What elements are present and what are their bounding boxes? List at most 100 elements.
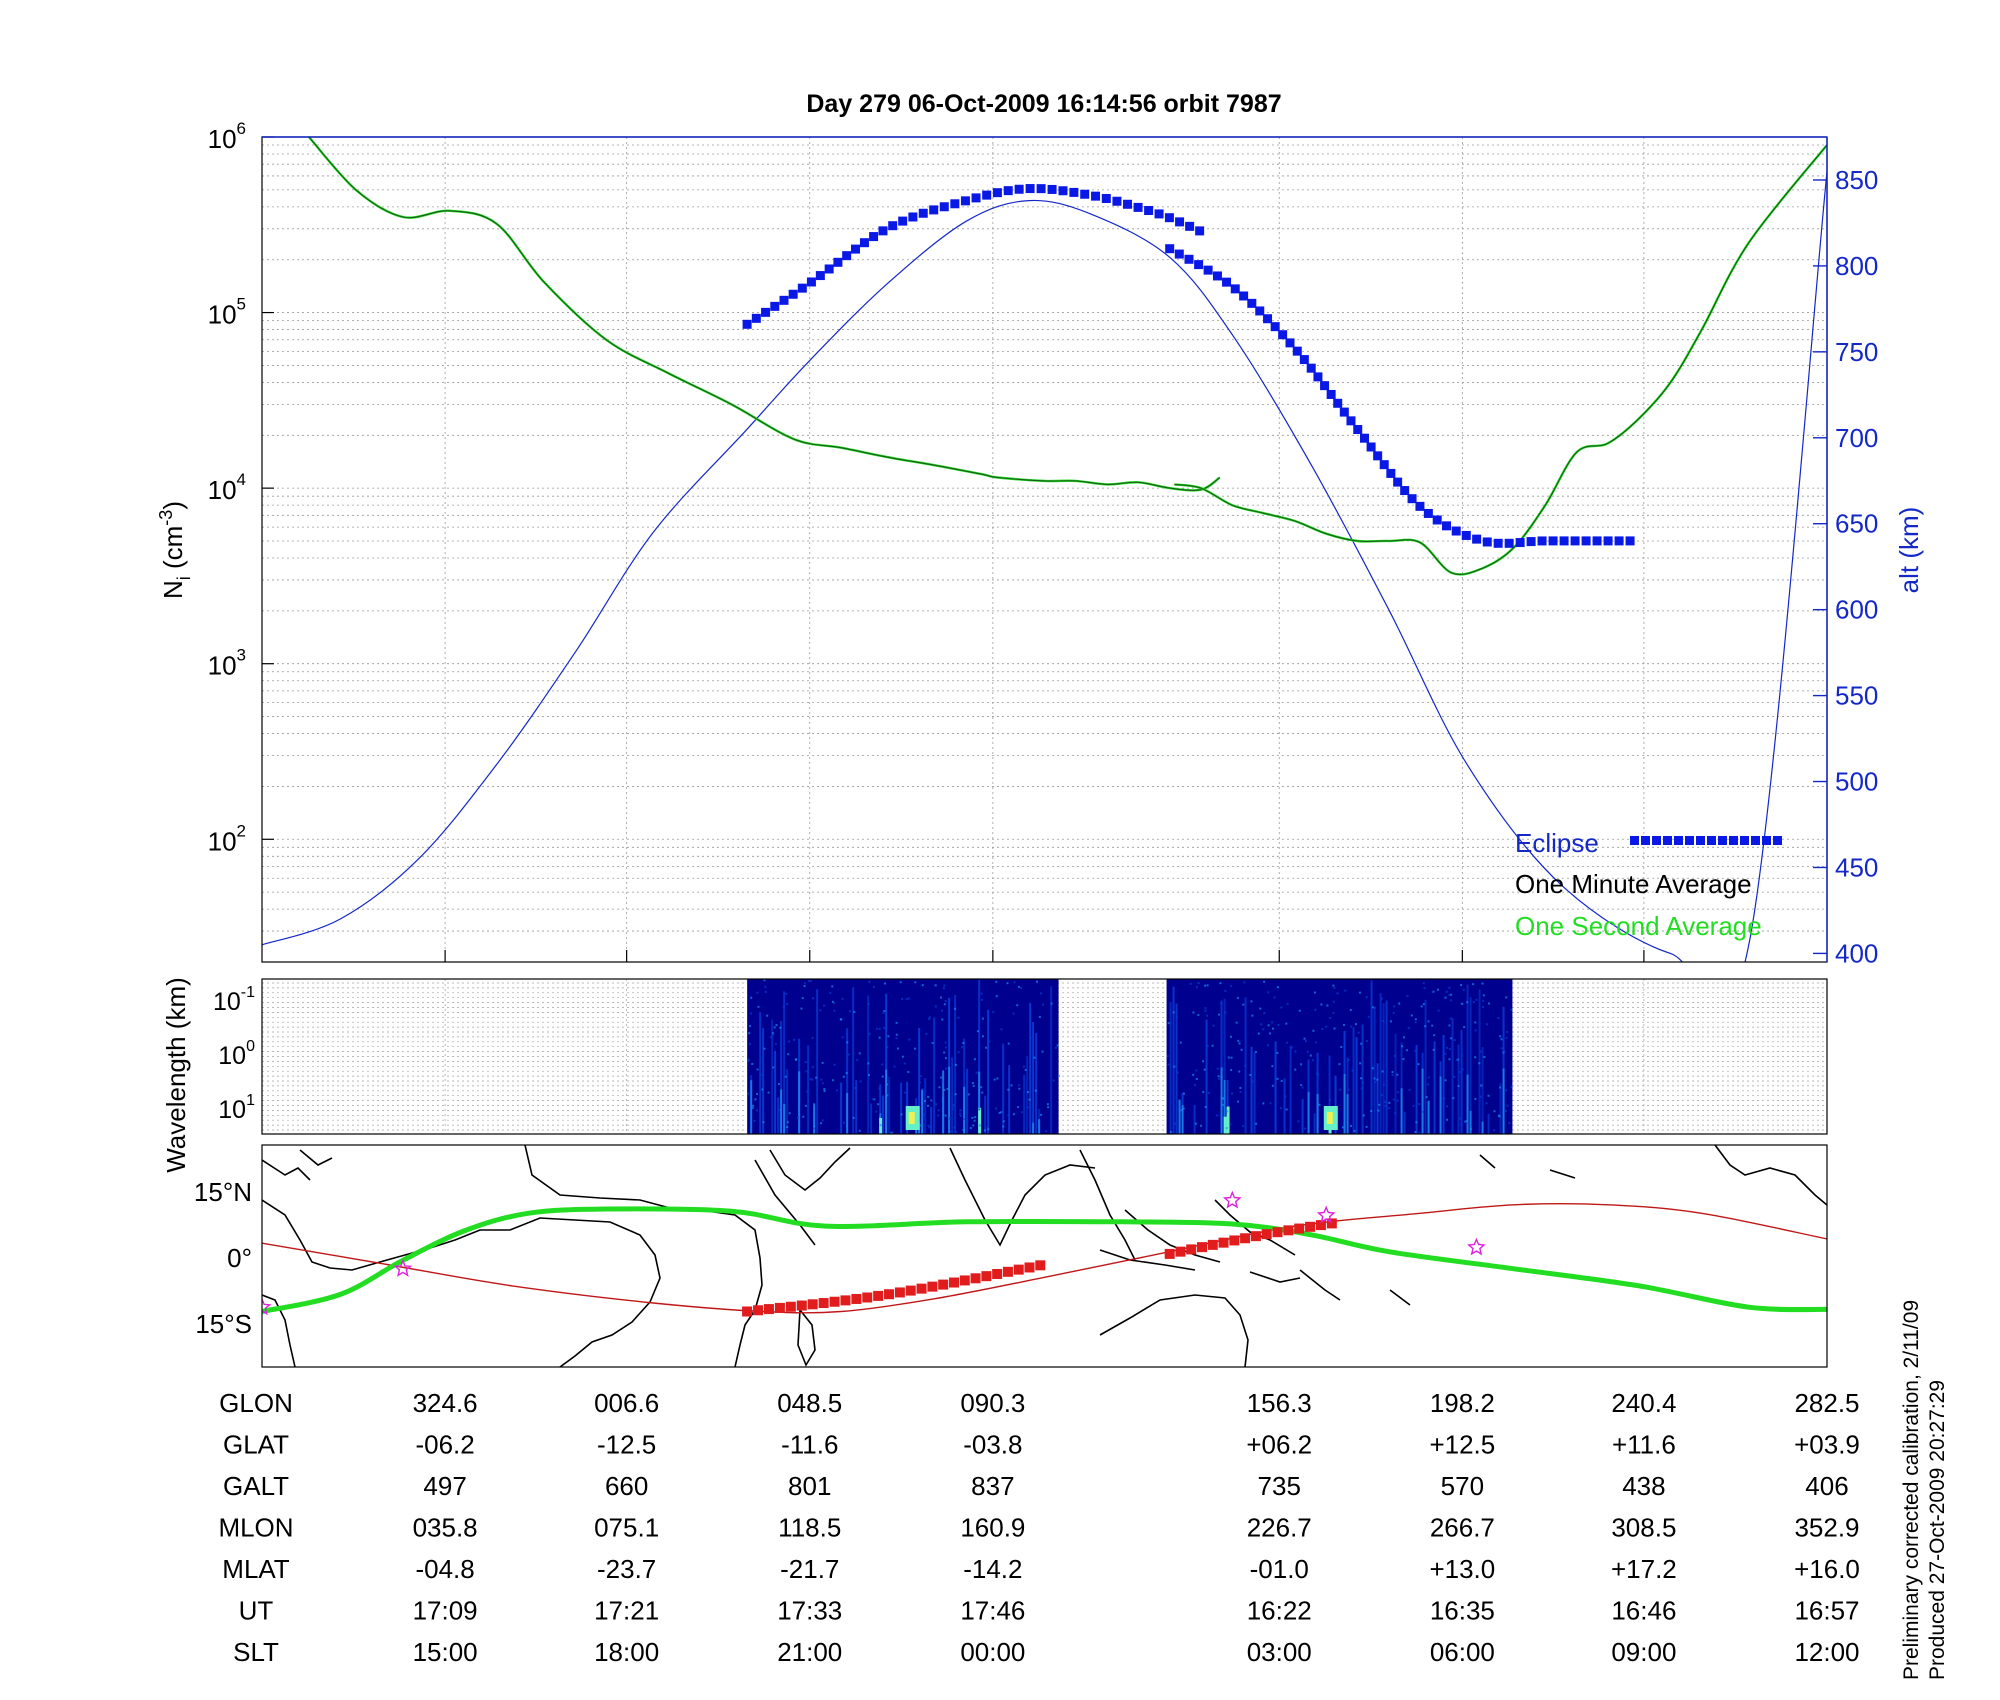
spectrogram-speckle — [802, 1115, 805, 1118]
spectrogram-streak — [777, 1097, 780, 1134]
spectrogram-speckle — [1269, 1032, 1272, 1035]
spectrogram-speckle — [935, 1103, 938, 1106]
spectrogram-speckle — [1452, 1097, 1455, 1100]
spectrogram-speckle — [1460, 984, 1463, 987]
spectrogram-speckle — [914, 1047, 917, 1050]
spectrogram-speckle — [881, 1075, 884, 1078]
eclipse-marker — [1185, 221, 1195, 231]
spectrogram-speckle — [1182, 1092, 1185, 1095]
spectrogram-streak — [924, 1078, 927, 1134]
spectrogram-speckle — [883, 982, 886, 985]
map-eclipse-marker — [753, 1305, 764, 1316]
altitude-y-tick-label: 800 — [1835, 251, 1878, 281]
spectrogram-speckle — [1450, 999, 1453, 1002]
table-cell: +13.0 — [1429, 1554, 1495, 1584]
density-lines — [308, 137, 1827, 576]
map-eclipse-marker — [862, 1292, 873, 1303]
spectrogram-speckle — [1257, 1032, 1260, 1035]
spectrogram-speckle — [1493, 1110, 1496, 1113]
eclipse-marker — [1255, 306, 1265, 316]
spectrogram-streak — [984, 1095, 987, 1134]
spectrogram-speckle — [1250, 1110, 1253, 1113]
spectrogram-speckle — [955, 1130, 958, 1133]
map-eclipse-marker — [1024, 1262, 1035, 1273]
table-cell: +03.9 — [1794, 1430, 1860, 1460]
spectrogram-speckle — [1238, 1042, 1241, 1045]
eclipse-marker — [1003, 186, 1013, 196]
table-cell: 352.9 — [1794, 1513, 1859, 1543]
spectrogram-speckle — [1208, 1092, 1211, 1095]
spectrogram-speckle — [1418, 1103, 1421, 1106]
spectrogram-speckle — [853, 1010, 856, 1013]
spectrogram-streak — [879, 1084, 882, 1134]
spectrogram-streak — [1172, 986, 1175, 1134]
eclipse-marker — [1472, 534, 1482, 544]
map-eclipse-marker — [1315, 1220, 1326, 1231]
spectrogram-speckle — [901, 1055, 904, 1058]
altitude-y-tick-label: 400 — [1835, 938, 1878, 968]
magnetic-equator-track — [262, 1206, 1827, 1314]
spectrogram-speckle — [928, 1016, 931, 1019]
eclipse-marker — [1373, 451, 1383, 461]
spectrogram-streak — [1175, 1003, 1178, 1134]
spectrogram-speckle — [1284, 1095, 1287, 1098]
spectrogram-streak — [1379, 993, 1382, 1134]
spectrogram-speckle — [815, 1076, 818, 1079]
spectrogram-speckle — [1028, 1098, 1031, 1101]
table-cell: -21.7 — [780, 1554, 839, 1584]
spectrogram-speckle — [1239, 1090, 1242, 1093]
spectrogram-speckle — [1394, 1112, 1397, 1115]
spectrogram-speckle — [1450, 993, 1453, 996]
eclipse-marker — [971, 193, 981, 203]
spectrogram-speckle — [751, 1106, 754, 1109]
eclipse-marker — [1112, 196, 1122, 206]
spectrogram-streak — [1343, 1074, 1346, 1134]
spectrogram-speckle — [1427, 1076, 1430, 1079]
spectrogram-speckle — [1285, 1041, 1288, 1044]
spectrogram-speckle — [1216, 1114, 1219, 1117]
spectrogram-speckle — [808, 980, 811, 983]
spectrogram-speckle — [1236, 996, 1239, 999]
spectrogram-speckle — [1052, 1079, 1055, 1082]
spectrogram-speckle — [1500, 1047, 1503, 1050]
spectrogram-streak — [948, 1066, 951, 1134]
spectrogram-streak — [1442, 1035, 1445, 1134]
table-row-label-ut: UT — [239, 1596, 274, 1626]
spectrogram-streak — [852, 987, 855, 1134]
spectrogram-speckle — [1231, 1092, 1234, 1095]
spectrogram-streak — [750, 1080, 753, 1134]
table-cell: -04.8 — [415, 1554, 474, 1584]
spectrogram-speckle — [886, 1046, 889, 1049]
spectrogram-speckle — [1321, 1027, 1324, 1030]
orbit-footprint-track — [262, 1202, 1827, 1314]
spectrogram-streak — [1205, 1019, 1208, 1134]
map-panel: 15°N 0° 15°S — [194, 1144, 1828, 1368]
spectrogram-speckle — [918, 1124, 921, 1127]
spectrogram-streak — [846, 1028, 849, 1134]
spectrogram-speckle — [1220, 1076, 1223, 1079]
altitude-y-tick-label: 600 — [1835, 595, 1878, 625]
spectrogram-streak — [1307, 1091, 1310, 1134]
spectrogram-speckle — [812, 997, 815, 1000]
spectrogram-speckle — [974, 1116, 977, 1119]
spectrogram-speckle — [1474, 1029, 1477, 1032]
spectrogram-speckle — [1219, 982, 1222, 985]
map-eclipse-marker — [1002, 1266, 1013, 1277]
map-eclipse-marker — [1250, 1231, 1261, 1242]
eclipse-marker — [1423, 508, 1433, 518]
spectrogram-speckle — [1200, 1124, 1203, 1127]
legend-eclipse-square — [1663, 836, 1672, 845]
spectrogram-speckle — [820, 1078, 823, 1081]
eclipse-marker — [1154, 209, 1164, 219]
spectrogram-speckle — [1505, 1089, 1508, 1092]
spectrogram-speckle — [1506, 1030, 1509, 1033]
altitude-line — [262, 171, 1827, 962]
spectrogram-speckle — [1389, 1020, 1392, 1023]
spectrogram-speckle — [1415, 1121, 1418, 1124]
spectrogram-hotspot — [1326, 1112, 1333, 1124]
spectrogram-speckle — [1204, 984, 1207, 987]
spectrogram-speckle — [1449, 1017, 1452, 1020]
spectrogram-speckle — [856, 1059, 859, 1062]
spectrogram-speckle — [867, 1074, 870, 1077]
eclipse-marker — [788, 289, 798, 299]
